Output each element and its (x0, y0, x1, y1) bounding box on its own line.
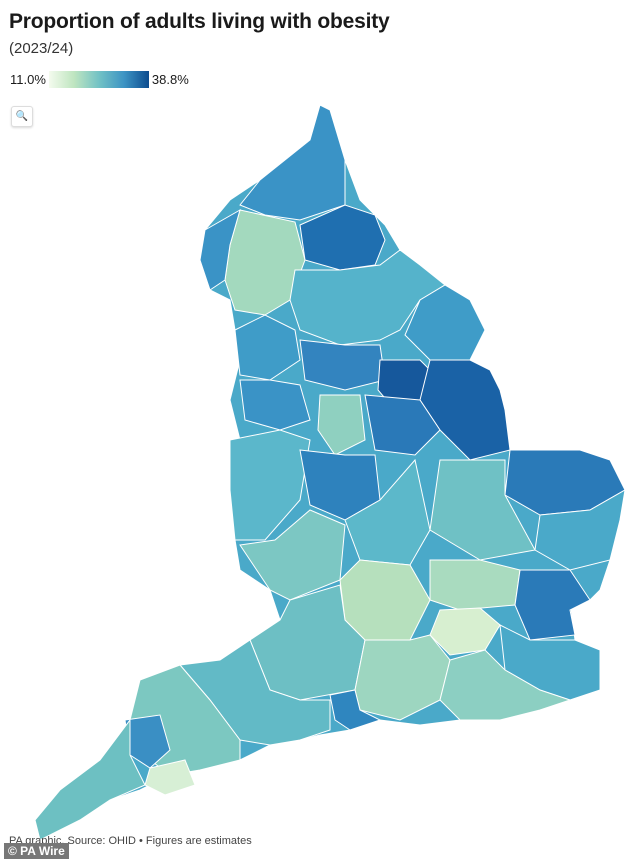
region-surrey-sussex[interactable] (439, 649, 572, 721)
region-lancashire[interactable] (234, 314, 301, 381)
region-west-cumbria[interactable] (199, 208, 241, 291)
source-footer: PA graphic. Source: OHID • Figures are e… (9, 835, 252, 847)
region-cornwall[interactable] (34, 718, 146, 841)
pa-wire-watermark: © PA Wire (4, 843, 69, 859)
legend-min-label: 11.0% (10, 72, 46, 87)
color-legend: 11.0% 38.8% (10, 71, 189, 88)
region-essex[interactable] (514, 569, 591, 641)
region-suffolk[interactable] (534, 489, 626, 571)
region-northumberland[interactable] (239, 104, 346, 221)
map-title: Proportion of adults living with obesity (9, 10, 390, 33)
region-hertfordshire[interactable] (429, 559, 521, 611)
region-cheshire-shropshire[interactable] (229, 429, 311, 541)
region-herefordshire-worcs[interactable] (239, 509, 346, 601)
map-regions (34, 104, 626, 841)
region-plymouth-area[interactable] (144, 759, 196, 796)
zoom-button[interactable]: 🔍 (11, 106, 33, 127)
region-hampshire-coast[interactable] (329, 689, 382, 731)
map-subtitle: (2023/24) (9, 40, 74, 57)
region-east-riding[interactable] (404, 284, 486, 361)
region-derbyshire[interactable] (317, 394, 366, 456)
legend-gradient-bar (48, 71, 149, 88)
region-nottinghamshire[interactable] (364, 394, 441, 456)
search-icon: 🔍 (15, 111, 29, 122)
region-greater-manchester[interactable] (239, 379, 311, 431)
region-county-durham[interactable] (299, 204, 386, 271)
legend-max-label: 38.8% (151, 72, 189, 87)
